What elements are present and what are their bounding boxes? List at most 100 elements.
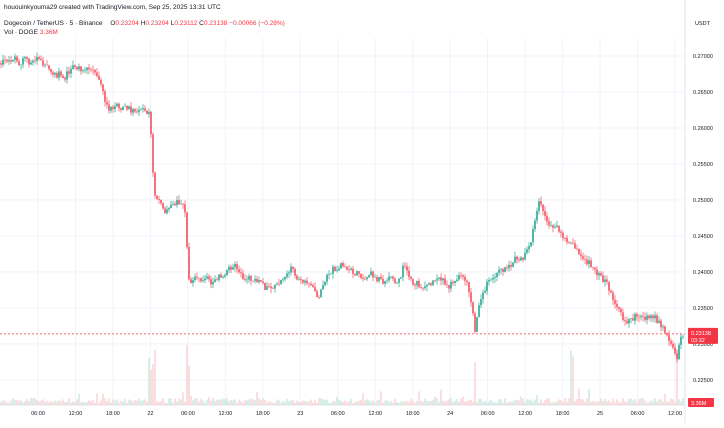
candle-body <box>662 326 664 328</box>
candle-body <box>380 276 382 279</box>
volume-bar <box>162 398 164 405</box>
volume-bar <box>260 400 262 405</box>
volume-bar <box>588 389 590 405</box>
candle-body <box>470 292 472 303</box>
volume-bar <box>398 402 400 405</box>
candle-body <box>386 280 388 281</box>
volume-bar <box>178 398 180 405</box>
volume-bar <box>448 399 450 405</box>
candle-body <box>0 63 2 65</box>
volume-bar <box>502 402 504 405</box>
candle-body <box>366 277 368 280</box>
volume-bar <box>344 400 346 405</box>
volume-bar <box>266 402 268 405</box>
volume-bar <box>112 399 114 405</box>
candle-body <box>544 210 546 216</box>
candle-body <box>402 265 404 278</box>
volume-bar <box>88 400 90 405</box>
volume-bar <box>536 394 538 405</box>
candle-body <box>84 70 86 71</box>
volume-bar <box>314 399 316 405</box>
volume-bar <box>94 402 96 405</box>
volume-bar <box>434 396 436 405</box>
volume-bar <box>332 400 334 405</box>
candle-body <box>208 276 210 280</box>
volume-bar <box>132 401 134 405</box>
candle-body <box>224 275 226 277</box>
volume-bar <box>384 400 386 405</box>
volume-bar <box>410 399 412 405</box>
candle-body <box>98 75 100 80</box>
volume-bar <box>200 399 202 405</box>
volume-bar <box>106 401 108 405</box>
time-axis[interactable]: 06:00 12:00 18:00 22 06:00 12:00 18:00 23 06:00 1… <box>31 411 682 417</box>
volume-bar <box>126 402 128 405</box>
volume-bar <box>534 399 536 405</box>
volume-bar <box>460 398 462 405</box>
volume-bar <box>68 398 70 405</box>
volume-label: Vol · DOGE <box>4 29 38 36</box>
volume-bar <box>490 400 492 405</box>
candle-body <box>312 285 314 287</box>
candle-body <box>34 60 36 62</box>
volume-bar <box>682 398 684 405</box>
candle-body <box>616 303 618 307</box>
candle-body <box>62 75 64 78</box>
x-tick-label: 22 <box>147 411 153 417</box>
volume-bar <box>56 401 58 405</box>
volume-bar <box>90 401 92 405</box>
volume-bar <box>470 399 472 405</box>
candle-body <box>232 267 234 270</box>
volume-bar <box>358 400 360 405</box>
candle-body <box>68 71 70 74</box>
candle-body <box>240 272 242 274</box>
candle-body <box>356 271 358 276</box>
x-tick-label: 12:00 <box>368 411 382 417</box>
candle-body <box>424 286 426 289</box>
candle-body <box>670 341 672 344</box>
volume-bar <box>136 400 138 405</box>
candle-body <box>622 312 624 321</box>
volume-bar <box>574 401 576 405</box>
candle-body <box>592 267 594 268</box>
candle-body <box>20 64 22 66</box>
candle-body <box>620 309 622 313</box>
candle-body <box>328 274 330 275</box>
candle-body <box>578 248 580 255</box>
volume-bar <box>584 402 586 405</box>
candle-body <box>396 282 398 284</box>
price-axis[interactable]: 0.27000 0.26500 0.26000 0.25500 0.25000 0.245… <box>693 21 713 384</box>
volume-bar <box>352 402 354 405</box>
candle-body <box>342 263 344 267</box>
candle-body <box>38 57 40 59</box>
volume-bar <box>42 399 44 405</box>
candle-body <box>476 317 478 332</box>
candle-body <box>298 279 300 280</box>
volume-bar <box>658 399 660 405</box>
volume-bar <box>626 401 628 405</box>
volume-bar <box>212 398 214 405</box>
candle-body <box>114 106 116 110</box>
candle-body <box>238 269 240 273</box>
candle-body <box>140 109 142 110</box>
candle-body <box>580 254 582 257</box>
volume-bar <box>264 399 266 405</box>
candle-body <box>226 269 228 276</box>
volume-bar <box>368 400 370 405</box>
y-tick-label: 0.25000 <box>693 198 713 204</box>
symbol-legend: Dogecoin / TetherUS · 5 · Binance O0.232… <box>4 20 285 27</box>
y-tick-label: 0.26000 <box>693 126 713 132</box>
candle-body <box>678 344 680 360</box>
candle-body <box>418 280 420 288</box>
candle-body <box>438 277 440 279</box>
candle-body <box>546 215 548 222</box>
volume-bar <box>120 401 122 405</box>
volume-bar <box>406 401 408 405</box>
candle-body <box>574 243 576 249</box>
volume-bar <box>528 399 530 405</box>
candle-body <box>610 290 612 293</box>
volume-bar <box>576 399 578 405</box>
